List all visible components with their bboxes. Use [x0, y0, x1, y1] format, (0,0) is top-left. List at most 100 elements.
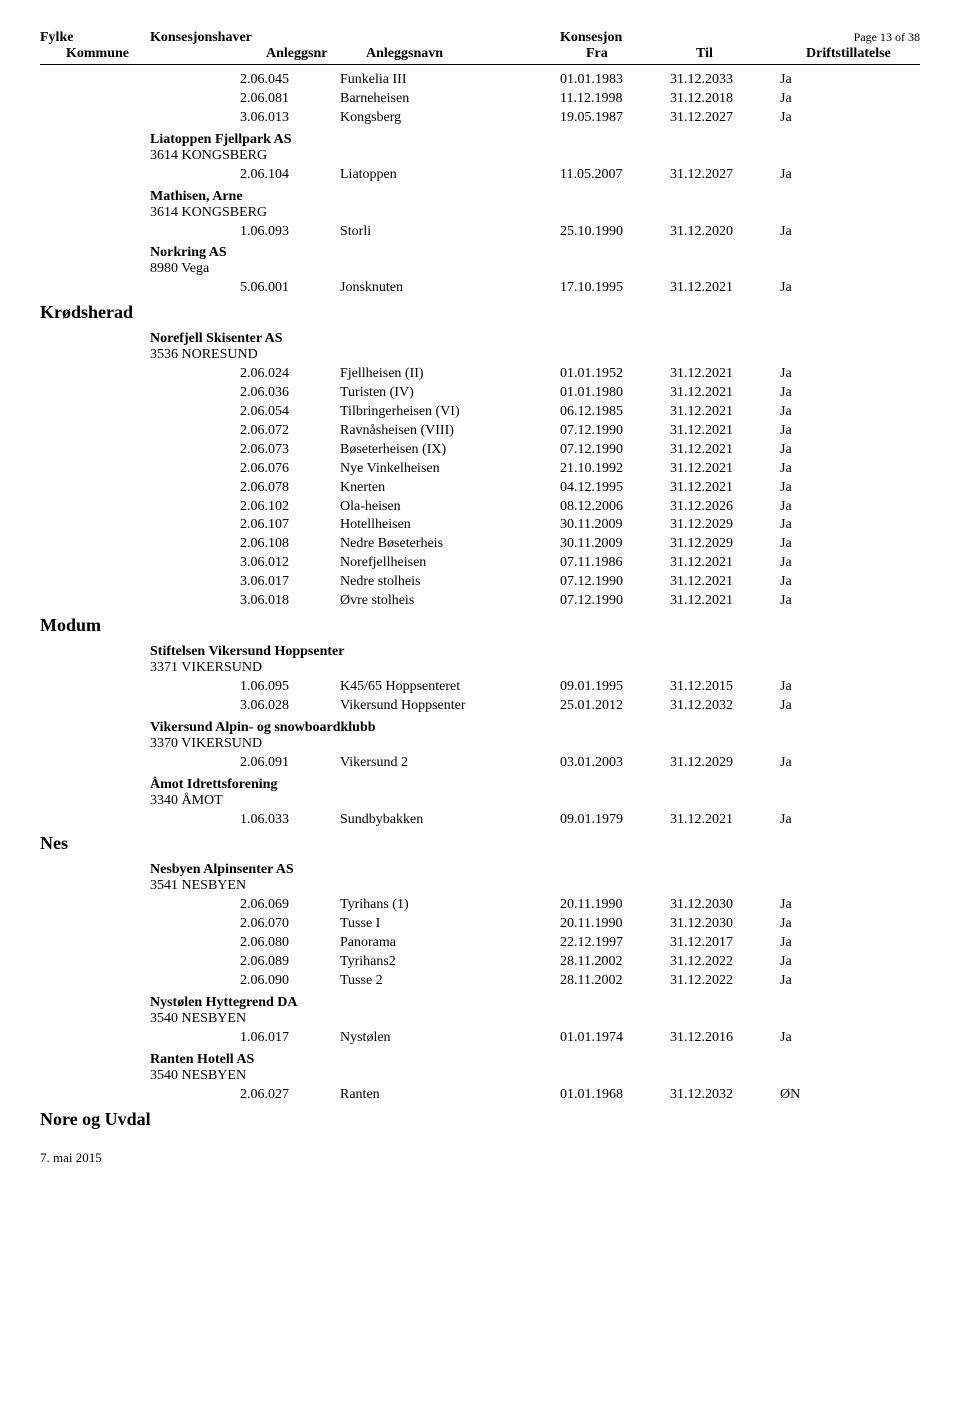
hdr-anr: Anleggsnr: [266, 46, 366, 62]
cell-til: 31.12.2030: [670, 915, 780, 934]
cell-drift: Ja: [780, 71, 920, 90]
owner-name: Åmot Idrettsforening: [150, 773, 920, 793]
cell-drift: Ja: [780, 90, 920, 109]
cell-anr: 2.06.089: [240, 953, 340, 972]
cell-drift: Ja: [780, 697, 920, 716]
cell-anr: 3.06.013: [240, 109, 340, 128]
cell-anr: 3.06.018: [240, 592, 340, 611]
cell-til: 31.12.2021: [670, 403, 780, 422]
cell-fra: 25.10.1990: [560, 223, 670, 242]
cell-til: 31.12.2033: [670, 71, 780, 90]
cell-anavn: Tyrihans2: [340, 953, 560, 972]
cell-fra: 28.11.2002: [560, 953, 670, 972]
table-row: 3.06.013Kongsberg19.05.198731.12.2027Ja: [40, 109, 920, 128]
cell-til: 31.12.2030: [670, 896, 780, 915]
hdr-fra: Fra: [586, 46, 696, 62]
cell-anavn: Nedre Bøseterheis: [340, 535, 560, 554]
cell-fra: 11.12.1998: [560, 90, 670, 109]
cell-drift: Ja: [780, 754, 920, 773]
cell-til: 31.12.2032: [670, 697, 780, 716]
cell-fra: 01.01.1968: [560, 1086, 670, 1105]
cell-til: 31.12.2032: [670, 1086, 780, 1105]
cell-anavn: Tusse 2: [340, 972, 560, 991]
cell-fra: 11.05.2007: [560, 166, 670, 185]
owner-name: Nesbyen Alpinsenter AS: [150, 858, 920, 878]
hdr-kommune: Kommune: [40, 46, 266, 62]
cell-drift: Ja: [780, 592, 920, 611]
cell-anr: 2.06.073: [240, 441, 340, 460]
owner-name: Norkring AS: [150, 241, 920, 261]
cell-drift: Ja: [780, 516, 920, 535]
cell-drift: Ja: [780, 953, 920, 972]
cell-anavn: Hotellheisen: [340, 516, 560, 535]
table-row: 1.06.033Sundbybakken09.01.197931.12.2021…: [40, 811, 920, 830]
cell-drift: Ja: [780, 934, 920, 953]
cell-til: 31.12.2027: [670, 109, 780, 128]
cell-fra: 09.01.1979: [560, 811, 670, 830]
cell-anavn: Tyrihans (1): [340, 896, 560, 915]
cell-anavn: Storli: [340, 223, 560, 242]
table-row: 2.06.045Funkelia III01.01.198331.12.2033…: [40, 71, 920, 90]
subheader-row: Kommune Anleggsnr Anleggsnavn Fra Til Dr…: [40, 46, 920, 65]
cell-anr: 1.06.033: [240, 811, 340, 830]
cell-anr: 2.06.072: [240, 422, 340, 441]
cell-anr: 2.06.081: [240, 90, 340, 109]
cell-til: 31.12.2015: [670, 678, 780, 697]
owner-addr: 3540 NESBYEN: [150, 1068, 920, 1086]
cell-anavn: Norefjellheisen: [340, 554, 560, 573]
cell-til: 31.12.2029: [670, 754, 780, 773]
cell-til: 31.12.2029: [670, 516, 780, 535]
cell-drift: Ja: [780, 441, 920, 460]
cell-fra: 07.12.1990: [560, 573, 670, 592]
cell-fra: 01.01.1980: [560, 384, 670, 403]
cell-anavn: Nystølen: [340, 1029, 560, 1048]
owner-addr: 3541 NESBYEN: [150, 878, 920, 896]
cell-anavn: Kongsberg: [340, 109, 560, 128]
table-row: 2.06.073Bøseterheisen (IX)07.12.199031.1…: [40, 441, 920, 460]
table-row: 2.06.102Ola-heisen08.12.200631.12.2026Ja: [40, 498, 920, 517]
cell-anavn: Vikersund 2: [340, 754, 560, 773]
cell-anr: 2.06.045: [240, 71, 340, 90]
cell-drift: Ja: [780, 896, 920, 915]
cell-anr: 1.06.093: [240, 223, 340, 242]
owner-name: Liatoppen Fjellpark AS: [150, 128, 920, 148]
cell-drift: Ja: [780, 678, 920, 697]
owner-name: Vikersund Alpin- og snowboardklubb: [150, 716, 920, 736]
table-row: 2.06.054Tilbringerheisen (VI)06.12.19853…: [40, 403, 920, 422]
cell-anavn: Vikersund Hoppsenter: [340, 697, 560, 716]
cell-drift: Ja: [780, 915, 920, 934]
cell-anr: 2.06.027: [240, 1086, 340, 1105]
table-row: 1.06.093Storli25.10.199031.12.2020Ja: [40, 223, 920, 242]
cell-fra: 06.12.1985: [560, 403, 670, 422]
cell-fra: 20.11.1990: [560, 915, 670, 934]
cell-fra: 25.01.2012: [560, 697, 670, 716]
table-row: 2.06.108Nedre Bøseterheis30.11.200931.12…: [40, 535, 920, 554]
cell-anavn: Jonsknuten: [340, 279, 560, 298]
fylke-heading: Krødsherad: [40, 302, 920, 323]
table-row: 2.06.076Nye Vinkelheisen21.10.199231.12.…: [40, 460, 920, 479]
table-row: 1.06.095K45/65 Hoppsenteret09.01.199531.…: [40, 678, 920, 697]
cell-til: 31.12.2022: [670, 953, 780, 972]
owner-addr: 3370 VIKERSUND: [150, 736, 920, 754]
cell-til: 31.12.2029: [670, 535, 780, 554]
table-row: 2.06.080Panorama22.12.199731.12.2017Ja: [40, 934, 920, 953]
table-row: 2.06.027Ranten01.01.196831.12.2032ØN: [40, 1086, 920, 1105]
table-row: 1.06.017Nystølen01.01.197431.12.2016Ja: [40, 1029, 920, 1048]
cell-drift: Ja: [780, 811, 920, 830]
cell-til: 31.12.2021: [670, 554, 780, 573]
cell-drift: Ja: [780, 972, 920, 991]
cell-fra: 19.05.1987: [560, 109, 670, 128]
cell-drift: Ja: [780, 460, 920, 479]
owner-name: Nystølen Hyttegrend DA: [150, 991, 920, 1011]
cell-fra: 22.12.1997: [560, 934, 670, 953]
table-row: 3.06.017Nedre stolheis07.12.199031.12.20…: [40, 573, 920, 592]
cell-fra: 09.01.1995: [560, 678, 670, 697]
cell-drift: Ja: [780, 365, 920, 384]
cell-anavn: Turisten (IV): [340, 384, 560, 403]
cell-til: 31.12.2021: [670, 811, 780, 830]
owner-addr: 3540 NESBYEN: [150, 1011, 920, 1029]
cell-anr: 2.06.078: [240, 479, 340, 498]
cell-fra: 01.01.1952: [560, 365, 670, 384]
cell-anavn: Ola-heisen: [340, 498, 560, 517]
owner-addr: 3371 VIKERSUND: [150, 660, 920, 678]
